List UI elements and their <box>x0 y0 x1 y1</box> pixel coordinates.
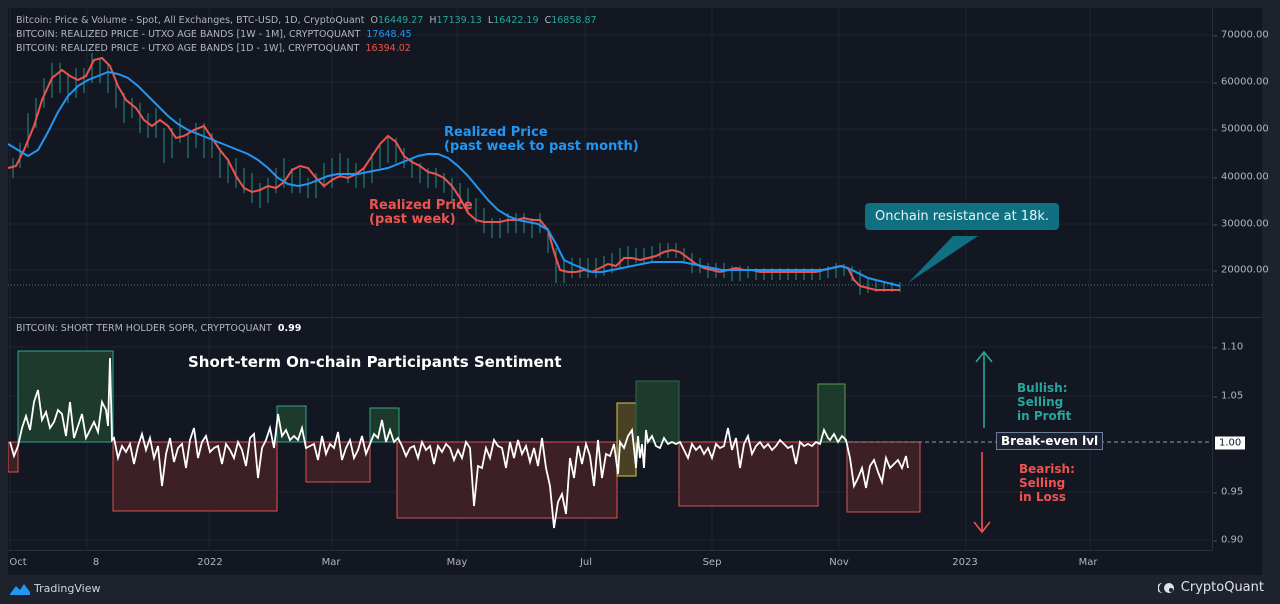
bearish-line2: Selling <box>1019 476 1066 490</box>
red-line-annotation: Realized Price (past week) <box>369 199 473 227</box>
bullish-line2: Selling <box>1017 395 1064 409</box>
bullish-line1: Bullish: <box>1017 381 1068 395</box>
breakeven-label: Break-even lvl <box>996 432 1104 450</box>
tradingview-logo[interactable]: TradingView <box>10 582 100 595</box>
blue-line-annotation: Realized Price (past week to past month) <box>444 126 639 154</box>
time-tick: Nov <box>829 557 849 568</box>
realized-1w-1m-value: 17648.45 <box>366 29 412 40</box>
bearish-arrow-icon <box>973 452 991 534</box>
time-axis[interactable]: Oct 8 2022 Mar May Jul Sep Nov 2023 Mar <box>8 550 1212 576</box>
close-value: 16858.87 <box>551 15 597 26</box>
low-label: L <box>487 15 494 26</box>
price-tick: 50000.00 <box>1213 123 1269 135</box>
high-label: H <box>429 15 437 26</box>
tradingview-label: TradingView <box>34 582 101 595</box>
bullish-arrow-icon <box>975 350 993 428</box>
bullish-line3: in Profit <box>1017 409 1072 423</box>
sopr-legend: BITCOIN: SHORT TERM HOLDER SOPR, CRYPTOQ… <box>16 322 301 336</box>
sopr-pane[interactable]: BITCOIN: SHORT TERM HOLDER SOPR, CRYPTOQ… <box>8 318 1212 550</box>
price-tick: 40000.00 <box>1213 171 1269 183</box>
price-tick: 30000.00 <box>1213 218 1269 230</box>
realized-1d-1w-value: 16394.02 <box>365 43 411 54</box>
sopr-plot <box>8 318 1212 550</box>
open-label: O <box>370 15 378 26</box>
sopr-current-value-badge: 1.00 <box>1215 436 1246 450</box>
time-tick: Jul <box>579 557 593 568</box>
close-label: C <box>544 15 552 26</box>
cryptoquant-logo[interactable]: CryptoQuant <box>1157 580 1264 595</box>
price-pane[interactable]: Bitcoin: Price & Volume - Spot, All Exch… <box>8 8 1212 317</box>
time-tick: 8 <box>92 557 100 568</box>
high-value: 17139.13 <box>436 15 482 26</box>
cryptoquant-label: CryptoQuant <box>1180 580 1264 595</box>
price-plot <box>8 8 1212 317</box>
bearish-line1: Bearish: <box>1019 462 1075 476</box>
open-value: 16449.27 <box>377 15 424 26</box>
price-tick: 60000.00 <box>1213 76 1269 88</box>
price-series-label: Bitcoin: Price & Volume - Spot, All Exch… <box>16 15 365 26</box>
cryptoquant-icon <box>1157 582 1174 593</box>
sopr-tick: 0.95 <box>1212 486 1244 498</box>
realized-1d-1w-label: BITCOIN: REALIZED PRICE - UTXO AGE BANDS… <box>16 43 360 54</box>
price-tick: 70000.00 <box>1213 29 1269 41</box>
realized-1d-1w-legend: BITCOIN: REALIZED PRICE - UTXO AGE BANDS… <box>16 42 411 56</box>
sopr-tick: 1.05 <box>1212 390 1244 402</box>
realized-1w-1m-label: BITCOIN: REALIZED PRICE - UTXO AGE BANDS… <box>16 29 361 40</box>
time-tick: Mar <box>321 557 341 568</box>
red-label-line1: Realized Price <box>369 198 473 213</box>
sopr-value: 0.99 <box>277 323 302 334</box>
sentiment-title: Short-term On-chain Participants Sentime… <box>188 353 562 371</box>
chart-frame: Bitcoin: Price & Volume - Spot, All Exch… <box>8 8 1269 576</box>
sopr-tick: 0.90 <box>1212 534 1244 546</box>
time-tick: May <box>446 557 468 568</box>
pane-separator[interactable] <box>8 317 1262 318</box>
bearish-line3: in Loss <box>1019 490 1067 504</box>
blue-label-line2: (past week to past month) <box>444 139 639 154</box>
price-tick: 20000.00 <box>1213 264 1269 276</box>
low-value: 16422.19 <box>493 15 539 26</box>
tradingview-icon <box>10 583 30 595</box>
resistance-callout: Onchain resistance at 18k. <box>865 203 1060 230</box>
time-tick: Mar <box>1078 557 1098 568</box>
time-tick: Sep <box>702 557 722 568</box>
bullish-annotation: Bullish: Selling in Profit <box>1017 381 1071 423</box>
footer: TradingView CryptoQuant <box>0 575 1280 604</box>
bearish-annotation: Bearish: Selling in Loss <box>1019 462 1075 504</box>
price-axis[interactable]: 70000.00 60000.00 50000.00 40000.00 3000… <box>1212 8 1269 317</box>
realized-1w-1m-legend: BITCOIN: REALIZED PRICE - UTXO AGE BANDS… <box>16 28 412 42</box>
time-tick: 2023 <box>952 557 978 568</box>
blue-label-line1: Realized Price <box>444 125 548 140</box>
red-label-line2: (past week) <box>369 212 456 227</box>
sopr-label: BITCOIN: SHORT TERM HOLDER SOPR, CRYPTOQ… <box>16 323 272 334</box>
time-tick: 2022 <box>197 557 223 568</box>
sopr-axis[interactable]: 1.10 1.05 1.00 0.95 0.90 <box>1212 318 1263 550</box>
sopr-tick: 1.10 <box>1212 341 1244 353</box>
time-tick: Oct <box>9 557 27 568</box>
price-legend: Bitcoin: Price & Volume - Spot, All Exch… <box>16 14 597 28</box>
